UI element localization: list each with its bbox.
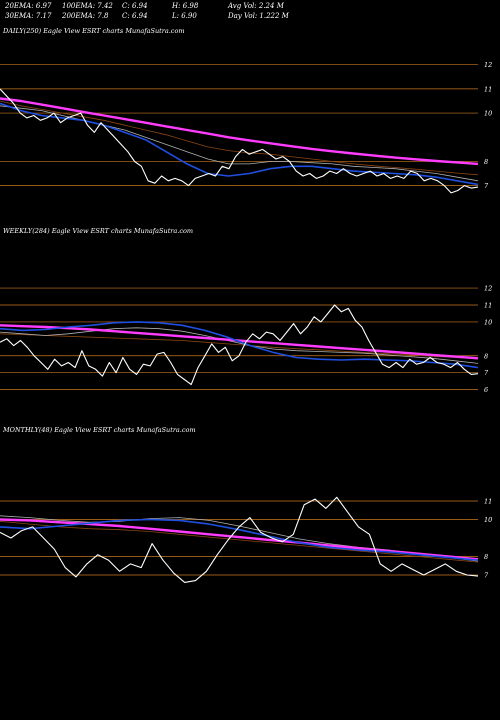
monthly-chart-title: MONTHLY(48) Eagle View ESRT charts Munaf… xyxy=(3,426,196,434)
ema-gray-series-line xyxy=(0,327,479,364)
y-tick-label: 12 xyxy=(484,61,492,69)
indicator-label: 30EMA: 7.17 xyxy=(5,12,52,20)
ema-brown-series-line xyxy=(0,100,479,176)
y-tick-label: 10 xyxy=(484,516,492,524)
monthly-chart: 11 10 8 7 xyxy=(0,496,492,583)
y-tick-label: 10 xyxy=(484,318,492,326)
ema-brown-series-line xyxy=(0,333,479,360)
y-tick-label: 7 xyxy=(484,369,489,377)
indicator-label: L: 6.90 xyxy=(172,12,197,20)
indicator-label: Avg Vol: 2.24 M xyxy=(228,2,284,10)
indicator-label: 200EMA: 7.8 xyxy=(62,12,109,20)
y-tick-label: 11 xyxy=(484,302,492,310)
y-tick-label: 8 xyxy=(484,352,488,360)
y-tick-label: 6 xyxy=(484,386,488,394)
y-tick-label: 8 xyxy=(484,158,488,166)
indicator-label: C: 6.94 xyxy=(122,2,148,10)
ema-fast-series-line xyxy=(0,518,479,561)
y-tick-label: 11 xyxy=(484,497,492,505)
ema-brown-series-line xyxy=(0,520,479,563)
y-tick-label: 11 xyxy=(484,85,492,93)
y-tick-label: 7 xyxy=(484,182,489,190)
y-tick-label: 12 xyxy=(484,285,492,293)
price-series-line xyxy=(0,496,479,583)
indicator-label: Day Vol: 1.222 M xyxy=(228,12,289,20)
indicator-label: 100EMA: 7.42 xyxy=(62,2,113,10)
y-tick-label: 8 xyxy=(484,553,488,561)
ema-fast-series-line xyxy=(0,102,479,186)
ema-slow-series-line xyxy=(0,97,479,166)
weekly-chart: 12 11 10 8 7 6 xyxy=(0,285,492,394)
ema-fast-series-line xyxy=(0,321,479,369)
indicator-label: 20EMA: 6.97 xyxy=(5,2,52,10)
ema-gray-series-line xyxy=(0,105,479,182)
y-tick-label: 10 xyxy=(484,110,492,118)
daily-chart: 12 11 10 8 7 xyxy=(0,61,492,194)
weekly-chart-title: WEEKLY(284) Eagle View ESRT charts Munaf… xyxy=(3,227,194,235)
price-series-line xyxy=(0,88,479,194)
price-series-line xyxy=(0,304,479,386)
indicator-label: H: 6.98 xyxy=(172,2,199,10)
y-tick-label: 7 xyxy=(484,572,489,580)
daily-chart-title: DAILY(250) Eagle View ESRT charts Munafa… xyxy=(3,27,185,35)
indicator-label: C: 6.94 xyxy=(122,12,148,20)
